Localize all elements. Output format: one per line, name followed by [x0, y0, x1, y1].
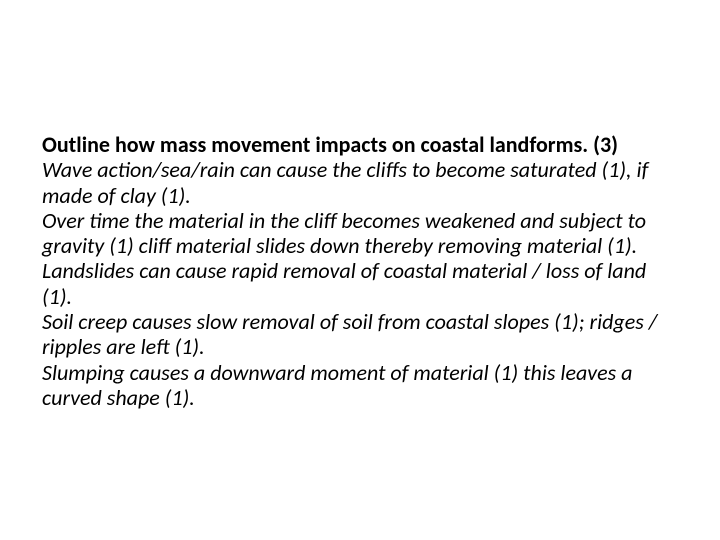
answer-line-3: Soil creep causes slow removal of soil f… — [42, 309, 678, 360]
question-text: Outline how mass movement impacts on coa… — [42, 132, 678, 157]
slide-body: Outline how mass movement impacts on coa… — [0, 0, 720, 540]
answer-line-2: Over time the material in the cliff beco… — [42, 208, 678, 309]
answer-line-1: Wave action/sea/rain can cause the cliff… — [42, 157, 678, 208]
answer-line-4: Slumping causes a downward moment of mat… — [42, 360, 678, 411]
